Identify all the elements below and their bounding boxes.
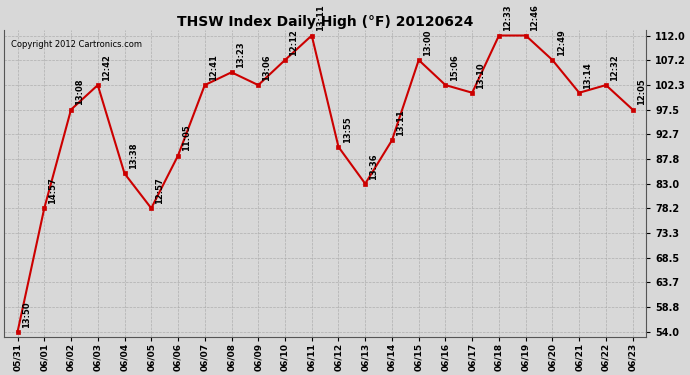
Text: 14:57: 14:57 xyxy=(48,177,57,204)
Text: 12:42: 12:42 xyxy=(102,54,111,81)
Text: 12:49: 12:49 xyxy=(557,29,566,56)
Text: 13:55: 13:55 xyxy=(343,116,352,143)
Text: 13:00: 13:00 xyxy=(423,29,432,56)
Text: 13:14: 13:14 xyxy=(583,62,592,88)
Text: Copyright 2012 Cartronics.com: Copyright 2012 Cartronics.com xyxy=(10,40,141,49)
Text: 13:38: 13:38 xyxy=(129,143,138,170)
Text: 13:08: 13:08 xyxy=(75,79,84,105)
Text: 13:11: 13:11 xyxy=(396,110,405,136)
Text: 12:41: 12:41 xyxy=(209,54,218,81)
Text: 13:36: 13:36 xyxy=(369,153,378,180)
Text: 13:10: 13:10 xyxy=(476,62,485,88)
Text: 13:06: 13:06 xyxy=(262,54,271,81)
Title: THSW Index Daily High (°F) 20120624: THSW Index Daily High (°F) 20120624 xyxy=(177,15,473,29)
Text: 12:12: 12:12 xyxy=(289,29,298,56)
Text: 12:32: 12:32 xyxy=(610,54,619,81)
Text: 12:46: 12:46 xyxy=(530,4,539,32)
Text: 12:05: 12:05 xyxy=(637,79,646,105)
Text: 11:05: 11:05 xyxy=(182,124,191,152)
Text: 13:50: 13:50 xyxy=(21,301,31,328)
Text: 15:06: 15:06 xyxy=(450,54,459,81)
Text: 12:57: 12:57 xyxy=(155,177,164,204)
Text: 12:33: 12:33 xyxy=(503,5,512,32)
Text: 13:23: 13:23 xyxy=(236,42,245,68)
Text: 13:11: 13:11 xyxy=(316,4,325,32)
